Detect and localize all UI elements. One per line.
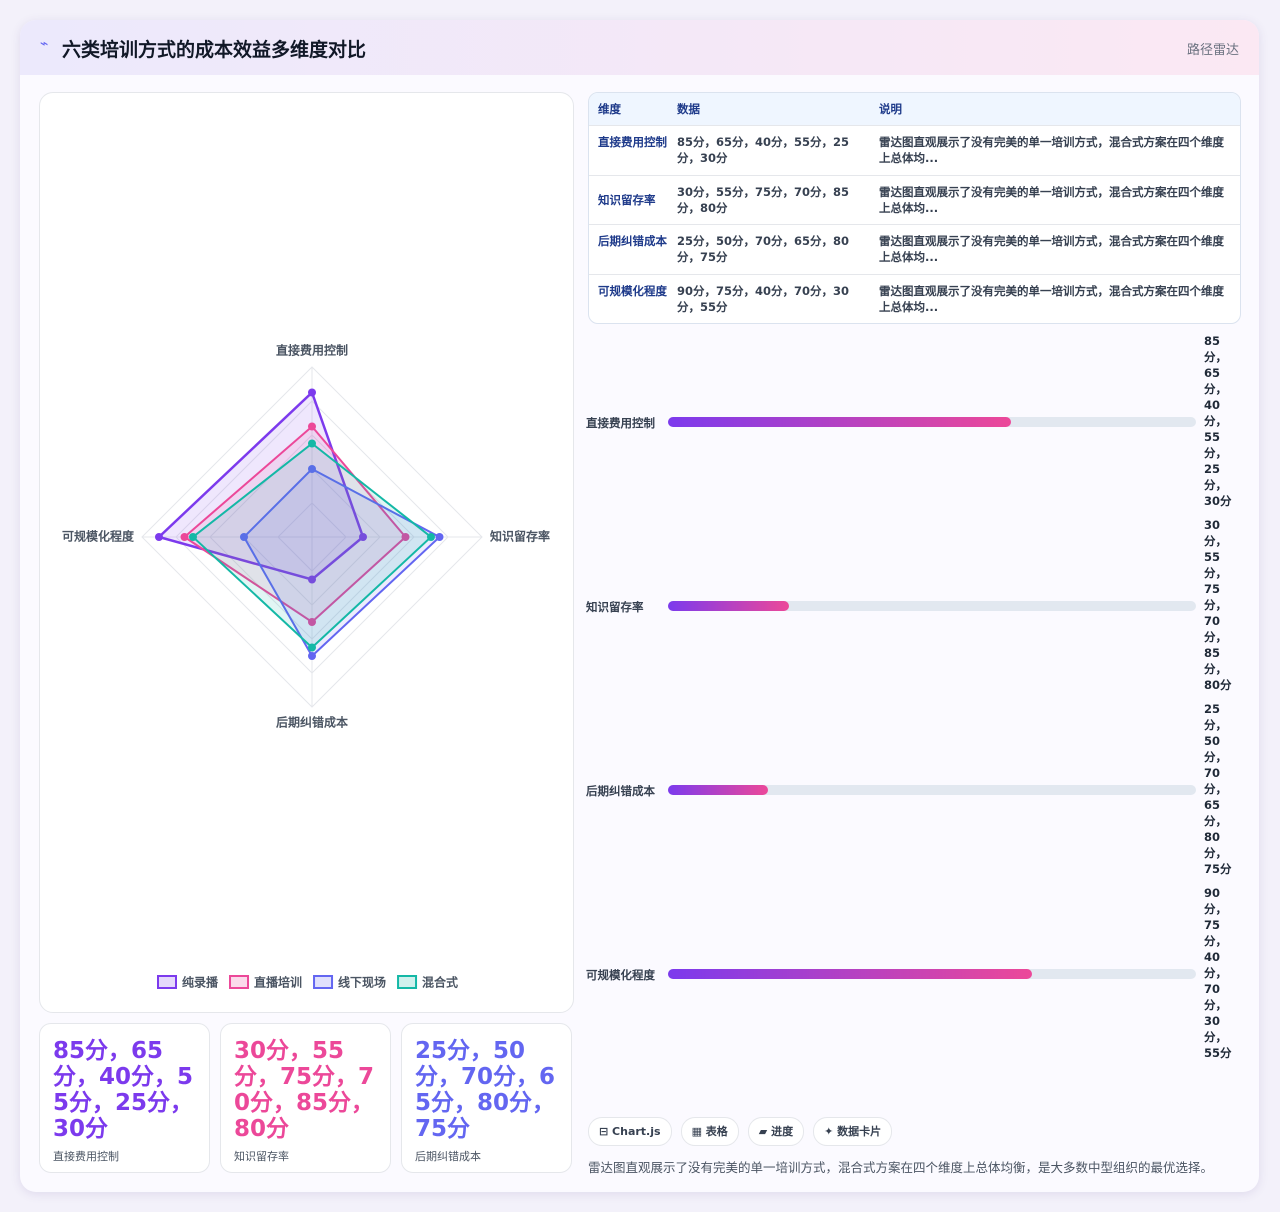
footer-text: 雷达图直观展示了没有完美的单一培训方式，混合式方案在四个维度上总体均衡，是大多数… [588,1160,1214,1175]
stat-card: 25分，50分，70分，65分，80分，75分后期纠错成本 [401,1023,572,1173]
title: 六类培训方式的成本效益多维度对比 [62,39,367,61]
radar-point [155,533,163,541]
radar-point [308,643,316,652]
tag: ▰ 进度 [747,1117,805,1146]
legend-label: 线下现场 [338,975,386,990]
legend-swatch [313,975,334,989]
radar-point [308,618,316,626]
stat-value: 25分，50分，70分，65分，80分，75分 [415,1038,556,1142]
radar-point [359,533,367,541]
table-cell: 可规模化程度 [598,283,667,298]
progress-row: 知识留存率 30分，55分，75分，70分，85分，80分 [586,517,1246,701]
column-header: 数据 [677,102,700,116]
progress-track [668,417,1196,427]
stat-card: 85分，65分，40分，55分，25分，30分直接费用控制 [39,1023,210,1173]
column-header: 维度 [598,102,621,116]
radar-point [189,533,197,541]
radar-point [308,652,316,660]
stat-value: 85分，65分，40分，55分，25分，30分 [53,1038,194,1142]
axis-label: 可规模化程度 [62,529,135,544]
radar-point [308,422,316,431]
progress-text: 85分，65分，40分，55分，25分，30分 [1204,334,1232,508]
badge: 路径雷达 [1186,43,1239,58]
table-row: 可规模化程度 90分，75分，40分，70分，30分，55分 雷达图直观展示了没有完… [589,273,1240,324]
progress-row: 直接费用控制 85分，65分，40分，55分，25分，30分 [586,333,1246,517]
legend-swatch [397,975,418,989]
dashboard: ⌁ 六类培训方式的成本效益多维度对比 路径雷达 直接费用控制 知识留存率 后期纠错成… [20,20,1259,1192]
progress-text: 25分，50分，70分，65分，80分，75分 [1204,702,1232,876]
header: ⌁ 六类培训方式的成本效益多维度对比 路径雷达 [20,20,1259,75]
radar-card: 直接费用控制知识留存率后期纠错成本 可规模化程度纯录播 直播培训 线下现场 混合式 [39,92,574,1013]
radar-point [401,533,410,541]
progress-label: 直接费用控制 [586,416,655,430]
table-cell: 90分，75分，40分，70分，30分，55分 [677,283,850,314]
tag: ⊟ Chart.js [588,1117,672,1146]
table-row: 直接费用控制 85分，65分，40分，55分，25分，30分 雷达图直观展示了没有完… [589,125,1240,175]
table-cell: 25分，50分，70分，65分，80分，75分 [677,234,850,264]
progress-label: 知识留存率 [586,600,644,614]
progress-fill [668,601,790,611]
table-cell: 知识留存率 [598,192,656,207]
legend-swatch [229,975,250,989]
table-cell: 雷达图直观展示了没有完美的单一培训方式，混合式方案在四个维度上总体均... [879,234,1224,264]
legend-label: 直播培训 [254,975,302,990]
table-cell: 雷达图直观展示了没有完美的单一培训方式，混合式方案在四个维度上总体均... [879,135,1224,165]
data-table: 维度 数据 说明 直接费用控制 85分，65分，40分，55分，25分，30分 雷达图直观… [588,92,1241,324]
table-row: 知识留存率 30分，55分，75分，70分，85分，80分 雷达图直观展示了没有完美… [589,174,1240,225]
radar-point [308,439,316,448]
tag: ✦ 数据卡片 [813,1117,893,1146]
stat-value: 30分，55分，75分，70分，85分，80分 [234,1038,375,1142]
header-icon: ⌁ [40,36,49,52]
stat-card: 30分，55分，75分，70分，85分，80分知识留存率 [220,1023,391,1173]
radar-point [180,533,189,541]
progress-label: 可规模化程度 [586,968,655,982]
axis-label: 直接费用控制 [276,343,348,358]
progress-text: 90分，75分，40分，70分，30分，55分 [1204,886,1232,1060]
progress-fill [668,969,1033,979]
progress-label: 后期纠错成本 [586,784,655,798]
table-cell: 雷达图直观展示了没有完美的单一培训方式，混合式方案在四个维度上总体均... [879,283,1224,314]
tag: ▦ 表格 [680,1117,739,1146]
stat-label: 后期纠错成本 [415,1150,481,1163]
table-header: 维度 数据 说明 [589,93,1240,125]
progress-track [668,601,1196,611]
table-cell: 雷达图直观展示了没有完美的单一培训方式，混合式方案在四个维度上总体均... [879,184,1224,215]
progress-fill [668,417,1012,427]
legend-label: 纯录播 [182,975,219,990]
progress-list: 直接费用控制 85分，65分，40分，55分，25分，30分知识留存率 30分，55… [586,333,1246,1073]
stat-label: 直接费用控制 [53,1150,119,1163]
table-cell: 30分，55分，75分，70分，85分，80分 [677,184,850,215]
progress-fill [668,785,769,795]
table-cell: 直接费用控制 [598,135,667,149]
radar-point [308,575,316,584]
table-cell: 后期纠错成本 [598,234,667,248]
radar-point [308,388,316,397]
radar-point [435,533,444,541]
table-row: 后期纠错成本 25分，50分，70分，65分，80分，75分 雷达图直观展示了没有完… [589,224,1240,274]
legend-swatch [157,975,177,989]
progress-row: 后期纠错成本 25分，50分，70分，65分，80分，75分 [586,701,1246,885]
column-header: 说明 [879,102,902,116]
progress-track [668,785,1196,795]
progress-track [668,969,1196,979]
legend-label: 混合式 [422,975,458,990]
stat-label: 知识留存率 [234,1150,289,1163]
progress-row: 可规模化程度 90分，75分，40分，70分，30分，55分 [586,885,1246,1069]
radar-point [427,533,435,541]
axis-label: 后期纠错成本 [276,715,348,730]
table-cell: 85分，65分，40分，55分，25分，30分 [677,135,850,165]
tag-list: ⊟ Chart.js ▦ 表格 ▰ 进度 ✦ 数据卡片 [588,1117,893,1146]
radar-point [240,533,248,541]
radar-point [308,465,316,473]
axis-label: 知识留存率 [489,529,550,544]
progress-text: 30分，55分，75分，70分，85分，80分 [1204,518,1232,692]
